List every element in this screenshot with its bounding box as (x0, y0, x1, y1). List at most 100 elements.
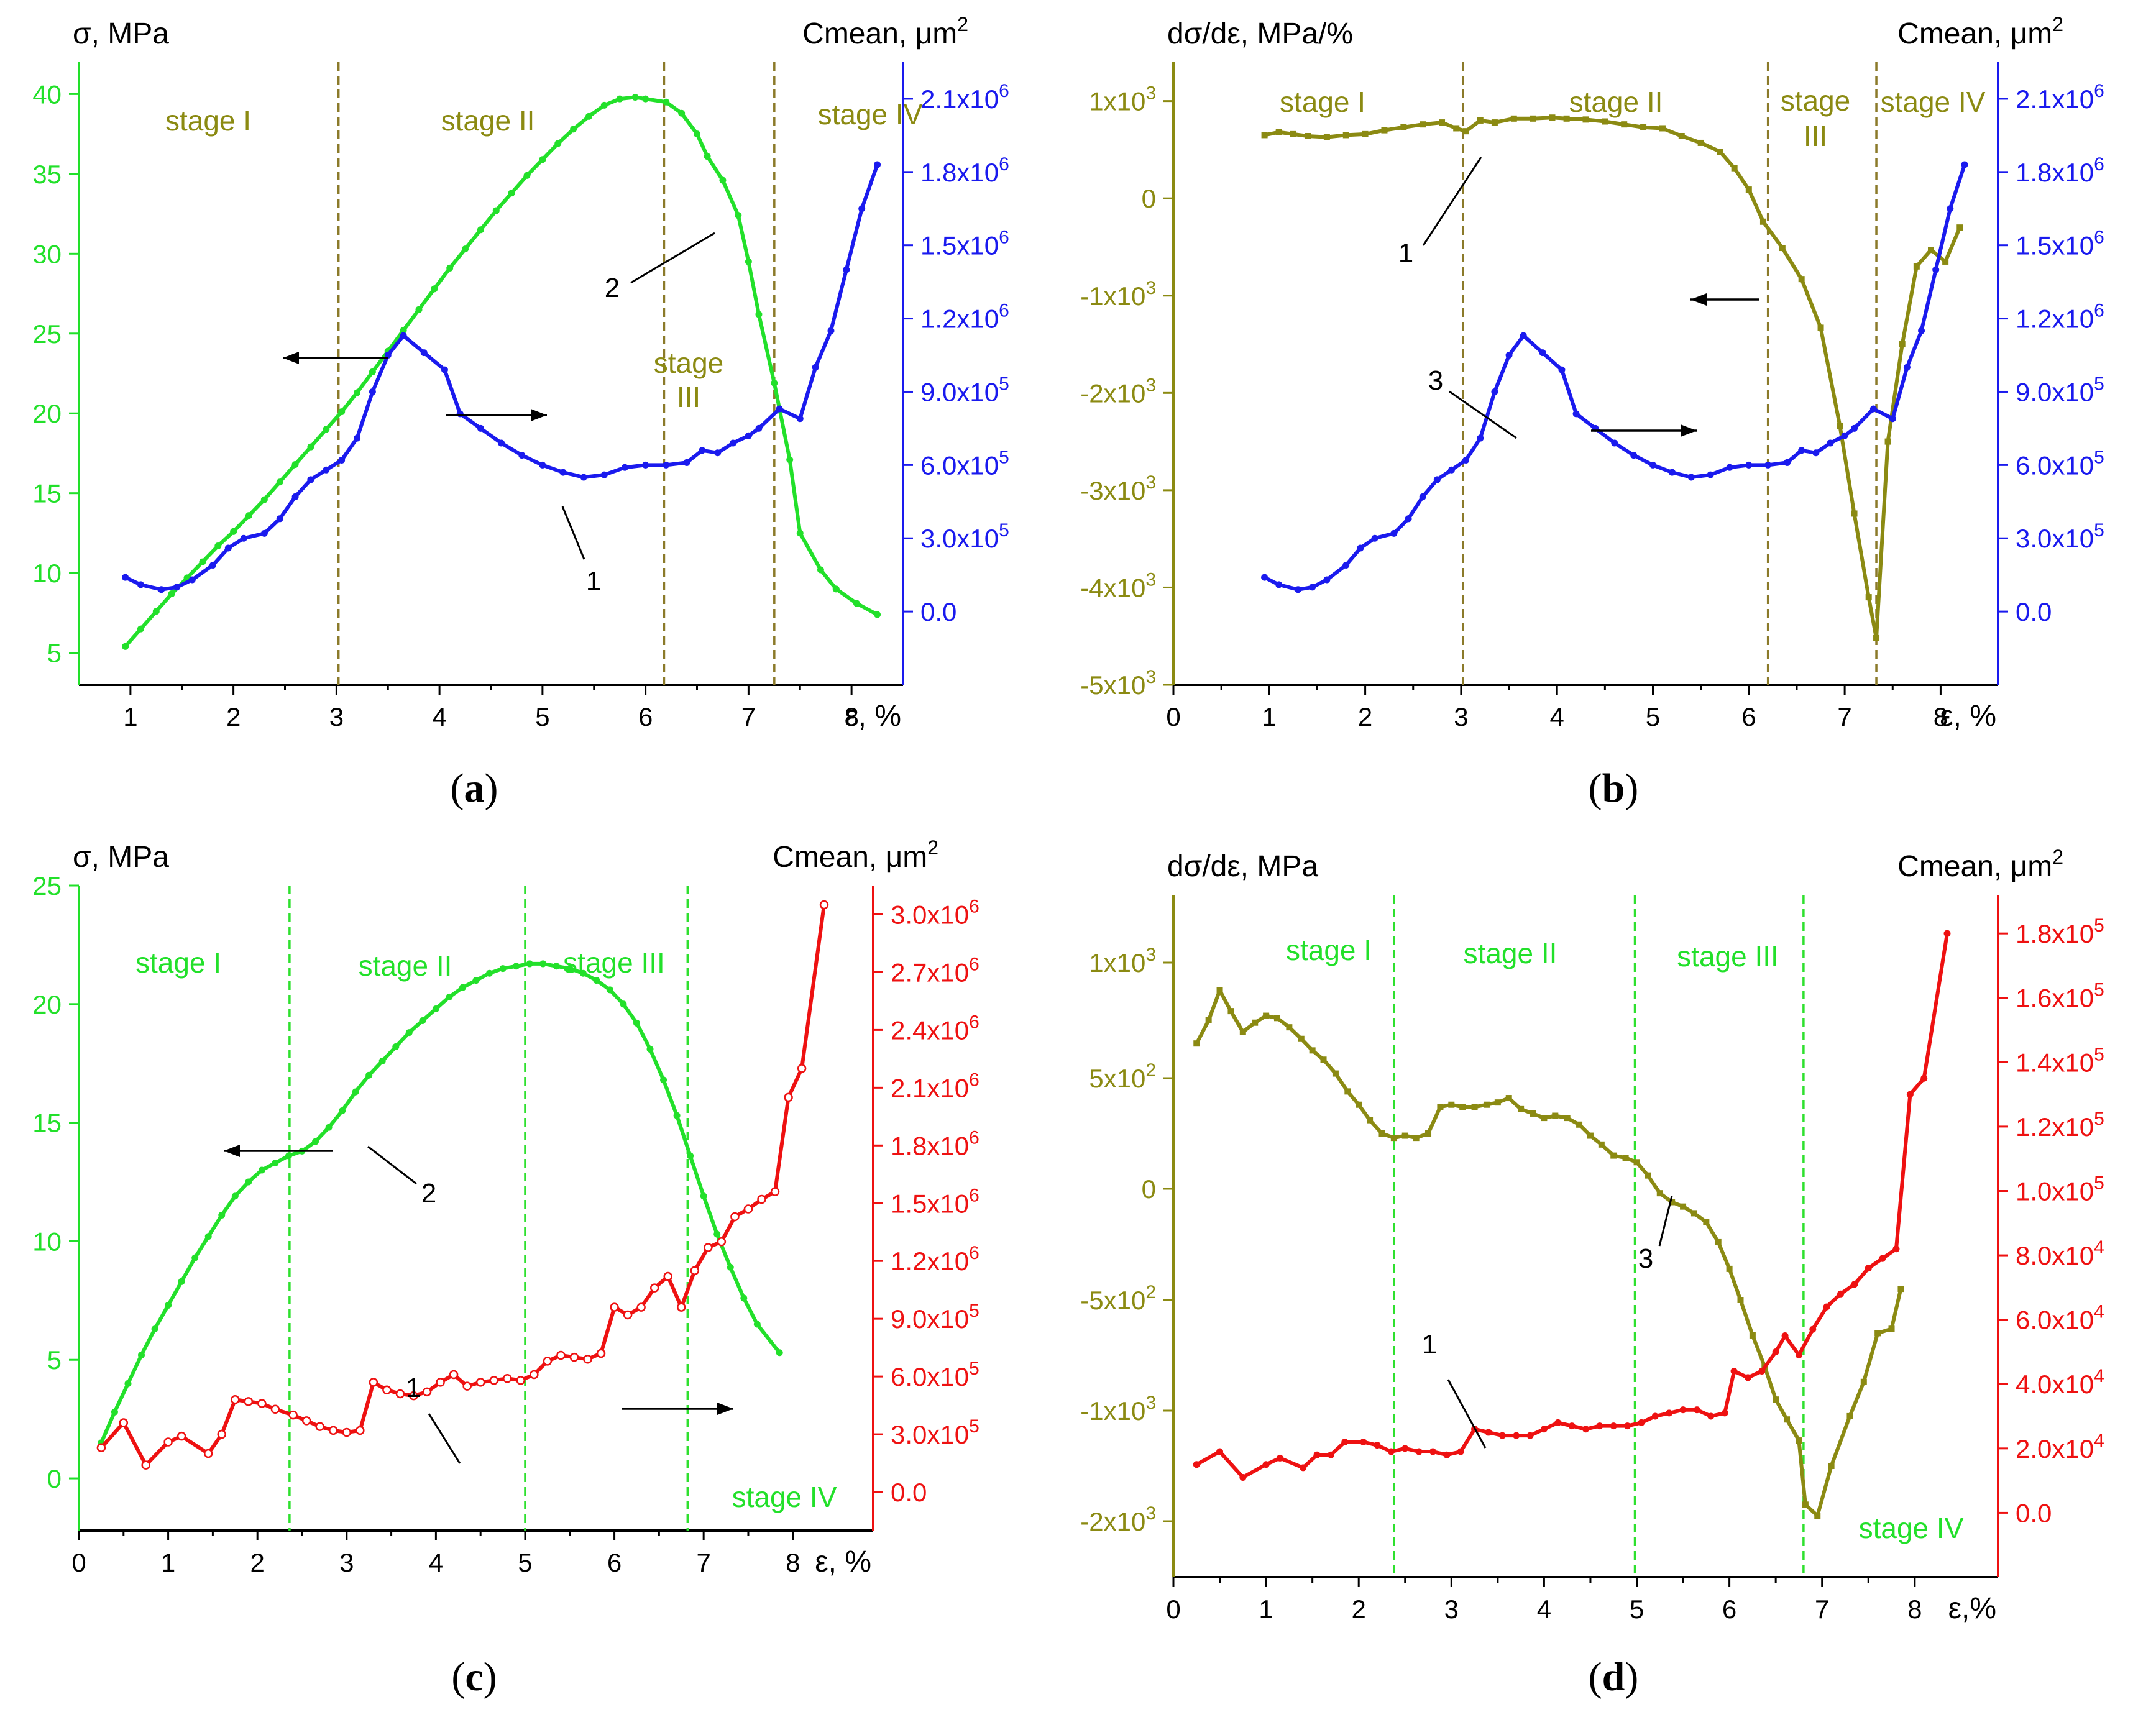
x-tick-label: 5 (518, 1548, 532, 1577)
data-point (1491, 388, 1498, 395)
right-tick-label: 1.2x106 (891, 1243, 979, 1276)
data-point (1865, 1265, 1872, 1272)
data-point (1462, 456, 1470, 464)
data-point (1649, 461, 1657, 469)
right-tick-label-base: 2.4x10 (891, 1015, 969, 1045)
panel-d: 0 1 2 3 4 5 6 7 8-2x103-1x103-5x10205x1021x1030.… (1080, 846, 2104, 1700)
left-tick-label-base: -4x10 (1080, 573, 1145, 602)
right-axis-title-base: Cmean, μm (773, 841, 927, 874)
left-tick-label-base: 1x10 (1089, 948, 1145, 977)
left-tick-label-base: 20 (32, 990, 62, 1019)
right-tick-label: 2.7x106 (891, 954, 979, 987)
data-point (1798, 276, 1805, 283)
callout-leader (1449, 390, 1517, 439)
left-tick-label-base: 5 (47, 639, 62, 668)
left-axis-title: dσ/dε, MPa (1167, 850, 1318, 883)
right-tick-label-exp: 5 (2094, 980, 2104, 1000)
data-point (1367, 1117, 1374, 1124)
data-point (477, 424, 484, 432)
x-tick-label: 8 (1934, 702, 1948, 731)
data-point (580, 474, 587, 481)
data-point (1817, 324, 1824, 331)
data-point (218, 1211, 226, 1219)
data-point (853, 600, 860, 607)
data-point (1448, 1101, 1455, 1108)
right-tick-label: 1.8x106 (891, 1127, 979, 1160)
panel-label-open: ( (451, 1654, 465, 1700)
x-tick-label: 8 (844, 702, 858, 731)
left-tick-label: 15 (32, 1109, 62, 1138)
left-tick-label-exp: 2 (1145, 1282, 1156, 1302)
panel-label-open: ( (451, 766, 464, 811)
right-tick-label-exp: 6 (999, 154, 1009, 175)
left-tick-label-base: 5 (47, 1345, 62, 1375)
data-point (620, 1000, 627, 1008)
stage-label: stage IV (1859, 1512, 1964, 1544)
data-point (1437, 1104, 1444, 1110)
data-point (272, 1159, 279, 1166)
data-point (660, 1076, 667, 1084)
data-point (683, 459, 690, 466)
data-point (291, 460, 299, 468)
data-point (796, 529, 804, 537)
left-tick-label: 25 (32, 871, 62, 900)
data-point (1645, 1172, 1651, 1179)
data-point (1344, 1088, 1351, 1095)
left-tick-label-base: 25 (32, 871, 62, 900)
data-point (1624, 1422, 1631, 1430)
data-point (1889, 415, 1896, 423)
data-point (719, 176, 727, 184)
data-point (231, 1192, 239, 1200)
data-point (610, 1302, 619, 1312)
data-point (1920, 1074, 1928, 1082)
data-point (1927, 247, 1934, 254)
data-point (1956, 224, 1963, 231)
data-point (663, 98, 670, 106)
callout-number: 3 (1638, 1243, 1653, 1274)
data-point (649, 1283, 659, 1293)
x-tick-label: 1 (123, 702, 137, 731)
data-point (1549, 114, 1556, 121)
data-point (827, 327, 835, 334)
data-point (257, 1399, 267, 1408)
data-point (874, 611, 881, 618)
data-point (1342, 132, 1349, 139)
left-tick-label: 5 (47, 639, 62, 668)
data-point (553, 963, 560, 970)
data-point (1730, 1368, 1738, 1375)
data-point (1781, 1332, 1789, 1340)
right-tick-label-exp: 5 (2094, 520, 2104, 541)
data-point (1690, 1210, 1697, 1217)
right-tick-label-base: 1.8x10 (891, 1131, 969, 1160)
data-point (124, 1380, 132, 1387)
right-tick-label-base: 2.0x10 (2016, 1434, 2094, 1463)
data-point (141, 1460, 150, 1470)
data-point (636, 1302, 646, 1312)
data-point (1477, 117, 1484, 124)
right-tick-label-exp: 5 (969, 1358, 979, 1379)
data-point (797, 1064, 807, 1073)
left-tick-label-exp: 3 (1145, 83, 1156, 104)
right-tick-label-exp: 5 (969, 1416, 979, 1437)
data-point (786, 456, 794, 464)
callout-leader (1447, 1379, 1487, 1449)
data-point (1443, 1451, 1451, 1458)
data-point (276, 515, 283, 523)
data-point (1726, 464, 1733, 471)
right-axis-title: Cmean, μm2 (1897, 13, 2063, 50)
right-tick-label: 1.0x105 (2016, 1173, 2104, 1206)
data-point (583, 1354, 592, 1364)
data-point (1494, 1099, 1501, 1106)
data-point (1745, 186, 1752, 193)
right-tick-label-exp: 6 (999, 301, 1009, 321)
data-point (714, 449, 722, 457)
data-point (579, 969, 587, 977)
data-point (244, 1397, 254, 1406)
right-tick-label: 4.0x104 (2016, 1366, 2104, 1399)
panel-label: (a) (451, 766, 498, 811)
stage-label: stage III (1677, 940, 1779, 973)
data-point (462, 245, 469, 253)
x-tick-label: 5 (535, 702, 549, 731)
data-point (1378, 1130, 1385, 1137)
